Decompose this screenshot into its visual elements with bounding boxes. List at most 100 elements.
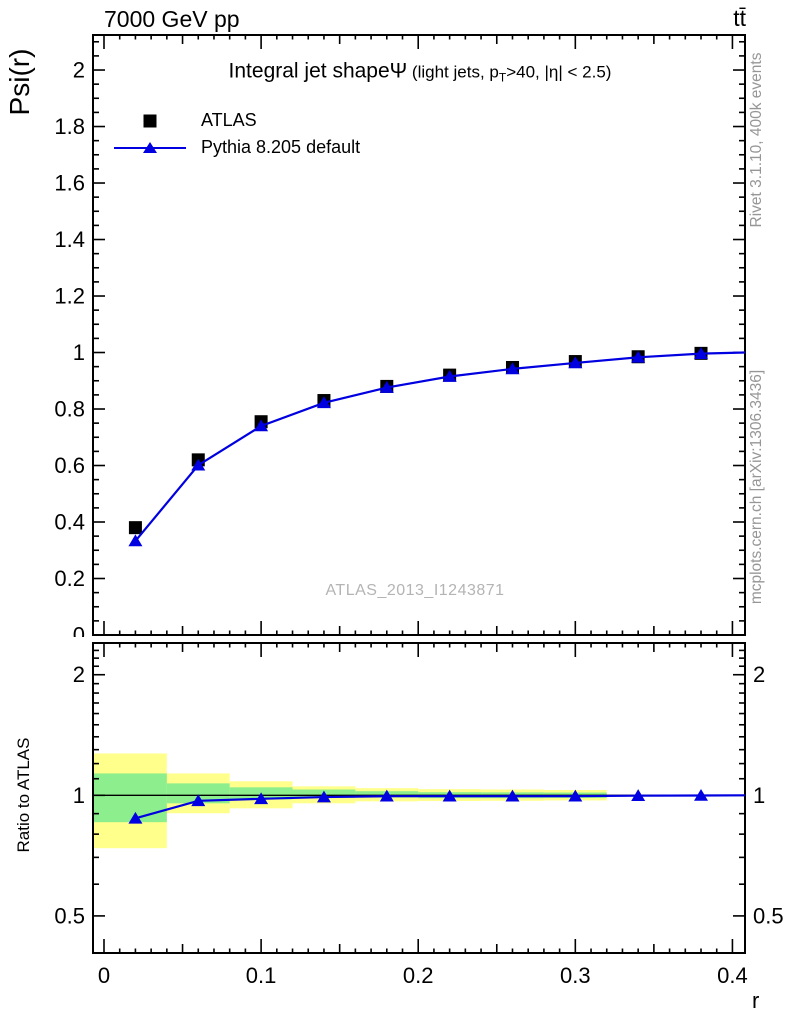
pythia-data-point <box>191 458 206 471</box>
pythia-data-point <box>505 362 520 375</box>
main-y-tick-labels: 0 0.2 0.4 0.6 0.8 1 1.2 1.4 1.6 1.8 2 <box>54 58 85 648</box>
ratio-band-green <box>229 787 293 800</box>
y-axis-title: Psi(r) <box>4 48 35 116</box>
atlas-data-point <box>694 346 708 360</box>
axis-tick-label: 0.2 <box>54 566 85 591</box>
ratio-band-yellow <box>543 790 607 801</box>
ratio-band-green <box>355 791 419 798</box>
axis-tick-label: 0 <box>73 623 85 648</box>
axis-tick-label: 0.3 <box>560 963 591 988</box>
axis-tick-label: 0.8 <box>54 397 85 422</box>
main-panel-frame <box>92 34 746 636</box>
ratio-panel-frame <box>92 642 746 954</box>
ratio-band-yellow <box>292 786 356 804</box>
atlas-data-point <box>254 415 268 429</box>
ratio-data-point <box>128 811 143 824</box>
axis-tick-label: 0.5 <box>753 903 784 928</box>
pythia-data-point <box>128 534 143 547</box>
axis-tick-label: 1.6 <box>54 171 85 196</box>
atlas-data-point <box>191 453 205 467</box>
atlas-data-point <box>128 521 142 535</box>
atlas-data-point <box>505 360 519 374</box>
ratio-band-green <box>292 789 356 798</box>
ratio-band-green <box>93 773 167 823</box>
ratio-band-yellow <box>418 789 482 801</box>
pythia-marker-swatch <box>112 140 188 155</box>
axis-tick-label: 1 <box>753 783 765 808</box>
legend-label-pythia: Pythia 8.205 default <box>201 137 361 157</box>
pythia-data-point <box>694 347 709 359</box>
ratio-band-yellow <box>481 789 544 801</box>
ratio-tick-labels: 0.5 0.5 1 1 2 2 <box>54 662 783 928</box>
legend-item-pythia: Pythia 8.205 default <box>112 134 360 161</box>
ratio-band-green <box>481 792 544 799</box>
axis-tick-label: 2 <box>73 58 85 83</box>
rivet-version-label: Rivet 3.1.10, 400k events <box>748 52 765 228</box>
mcplots-arxiv-label: mcplots.cern.ch [arXiv:1306.3436] <box>748 369 765 605</box>
ratio-data-point <box>442 789 457 802</box>
atlas-series <box>128 346 708 535</box>
axis-tick-label: 0.4 <box>54 510 85 535</box>
pythia-line <box>134 351 746 542</box>
x-axis-title: r <box>752 988 760 1013</box>
ratio-data-point <box>254 792 269 805</box>
axis-tick-label: 1.2 <box>54 284 85 309</box>
ratio-band-yellow <box>93 753 167 849</box>
plot-title-main: Integral jet shape <box>228 59 390 83</box>
pythia-data-point <box>442 370 457 382</box>
pythia-data-point <box>316 396 331 409</box>
psi-symbol: Ψ <box>389 59 408 83</box>
axis-tick-label: 0.1 <box>246 963 277 988</box>
beam-energy-label: 7000 GeV pp <box>104 6 240 32</box>
legend-item-atlas: ATLAS <box>112 107 360 134</box>
atlas-data-point <box>317 394 331 408</box>
axis-tick-label: 0.2 <box>403 963 434 988</box>
ratio-data-point <box>631 789 646 801</box>
ratio-band-yellow <box>166 773 230 814</box>
atlas-data-point <box>380 379 394 393</box>
axis-tick-label: 2 <box>753 662 765 687</box>
ratio-data-point <box>694 788 709 801</box>
ratio-series <box>128 788 746 824</box>
ratio-band-yellow <box>229 781 293 809</box>
atlas-data-point <box>443 368 457 382</box>
ratio-band-green <box>543 792 607 798</box>
axis-tick-label: 0 <box>98 963 110 988</box>
analysis-id-watermark: ATLAS_2013_I1243871 <box>325 582 505 599</box>
pythia-data-point <box>254 419 269 432</box>
axis-tick-label: 1.8 <box>54 114 85 139</box>
plot-title: Integral jet shapeΨ (light jets, pT>40, … <box>229 59 612 84</box>
pythia-series <box>128 347 746 547</box>
square-marker-icon <box>143 114 157 127</box>
ratio-data-point <box>316 790 331 803</box>
triangle-marker-icon <box>143 142 157 153</box>
pythia-data-point <box>631 350 646 363</box>
ratio-band-yellow <box>355 788 419 802</box>
axis-tick-label: 1.4 <box>54 227 85 252</box>
axis-tick-label: 0.4 <box>717 963 748 988</box>
ratio-data-point <box>568 789 583 802</box>
axis-tick-label: 1 <box>73 340 85 365</box>
plot-title-conditions: (light jets, pT>40, |η| < 2.5) <box>407 62 612 85</box>
atlas-marker-swatch <box>112 113 188 128</box>
process-label: tt̄ <box>733 5 746 31</box>
axis-tick-label: 0.6 <box>54 453 85 478</box>
ratio-line <box>135 794 746 820</box>
pythia-data-point <box>379 381 394 393</box>
axis-ticks <box>93 35 745 953</box>
ratio-band-green <box>418 792 482 799</box>
axis-tick-label: 1 <box>73 783 85 808</box>
axis-tick-label: 0.5 <box>54 903 85 928</box>
ratio-data-point <box>379 789 394 802</box>
ratio-data-point <box>505 789 520 802</box>
pythia-data-point <box>568 356 583 369</box>
uncertainty-bands <box>93 753 607 849</box>
atlas-data-point <box>631 350 645 364</box>
ratio-band-green <box>166 783 230 804</box>
legend: ATLAS Pythia 8.205 default <box>112 107 360 161</box>
x-tick-labels: 0 0.1 0.2 0.3 0.4 <box>98 963 748 988</box>
atlas-data-point <box>568 355 582 369</box>
ratio-axis-title: Ratio to ATLAS <box>14 737 33 853</box>
